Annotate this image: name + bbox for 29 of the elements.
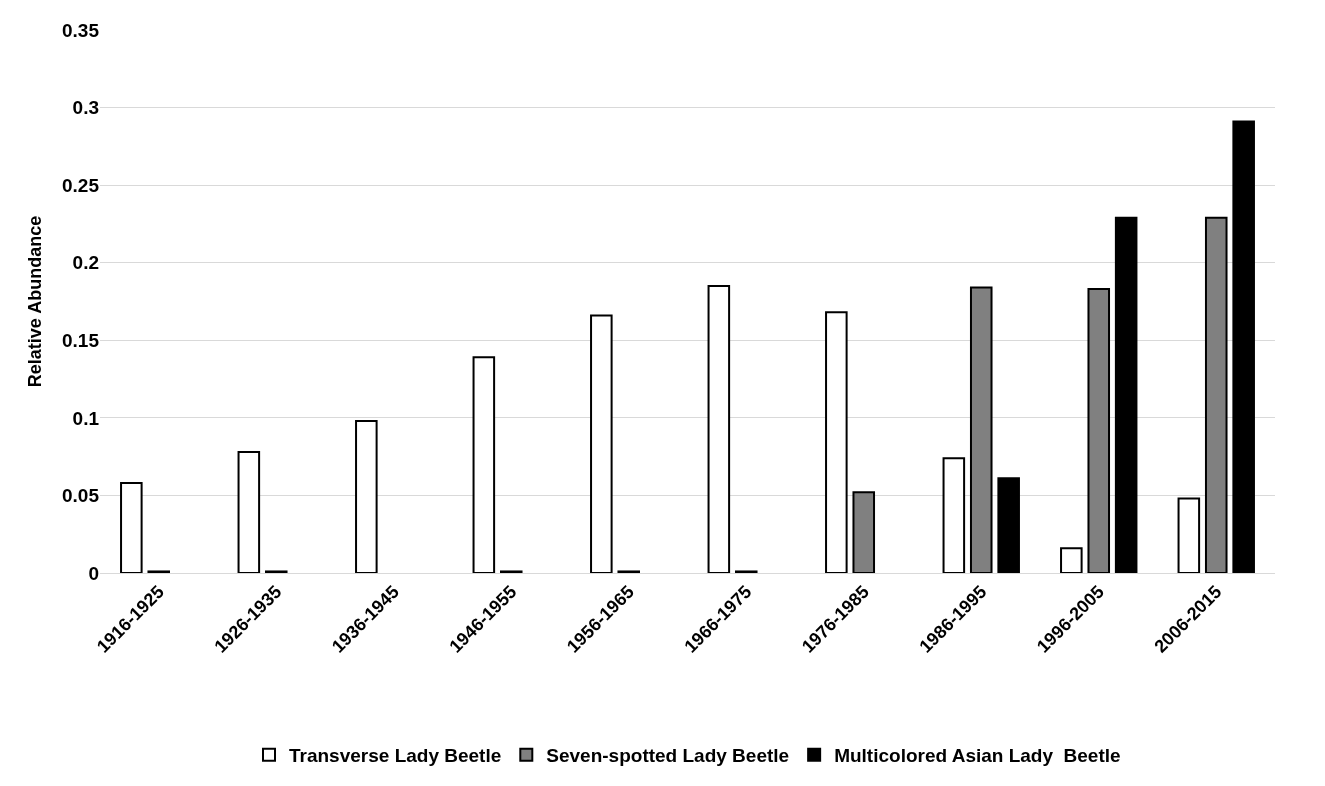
bar: [707, 284, 731, 573]
bar: [997, 477, 1020, 573]
bar: [825, 311, 848, 573]
y-axis-title: Relative Abundance: [25, 215, 46, 388]
bar: [942, 457, 966, 573]
bar: [355, 419, 378, 573]
bar: [852, 491, 876, 573]
bar: [472, 356, 496, 573]
y-tick-label: 0.05: [62, 485, 100, 507]
y-tick-label: 0.1: [72, 407, 100, 429]
y-tick-label: 0.15: [62, 329, 100, 351]
bar: [1114, 216, 1138, 573]
legend-label: Transverse Lady Beetle: [289, 745, 502, 767]
bar: [1232, 120, 1255, 573]
legend-label: Multicolored Asian Lady Beetle: [834, 745, 1121, 767]
bar: [120, 482, 143, 573]
bar: [1087, 288, 1111, 573]
y-tick-label: 0.3: [72, 97, 99, 119]
legend-label: Seven-spotted Lady Beetle: [546, 745, 790, 767]
bar: [590, 314, 613, 573]
bar: [1060, 547, 1083, 573]
bar: [1204, 216, 1228, 573]
bar: [1177, 497, 1201, 573]
bar: [969, 286, 993, 573]
y-tick-label: 0: [88, 562, 99, 584]
bar: [237, 450, 261, 573]
y-tick-label: 0.35: [62, 19, 100, 41]
y-tick-label: 0.2: [72, 252, 99, 274]
y-tick-label: 0.25: [62, 174, 100, 196]
